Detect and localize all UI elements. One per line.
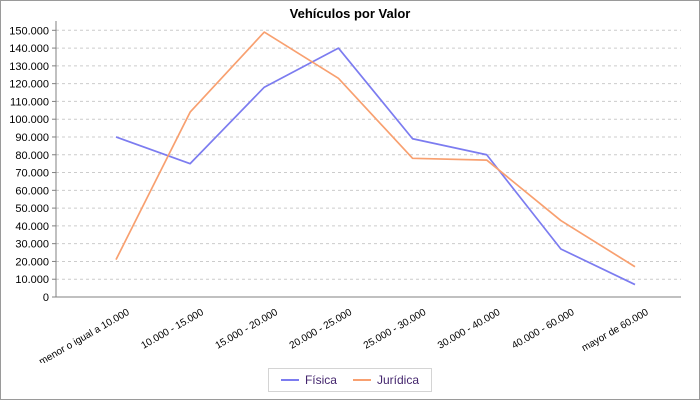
x-category-label: 40.000 - 60.000 [510,307,577,352]
y-tick-label: 70.000 [15,168,49,180]
x-category-label: menor o igual a 10.000 [37,307,131,363]
y-tick-label: 30.000 [15,239,49,251]
y-tick-label: 40.000 [15,221,49,233]
y-tick-label: 0 [43,292,49,304]
x-category-label: mayor de 60.000 [580,307,651,354]
legend-label-juridica: Jurídica [376,373,420,387]
legend-box: Física Jurídica [267,368,433,392]
legend-item-juridica: Jurídica [352,373,420,387]
x-category-label: 10.000 - 15.000 [139,307,206,352]
y-tick-label: 100.000 [9,114,49,126]
juridica-line-swatch [352,379,371,381]
fisica-line-swatch [280,379,299,381]
x-category-label: 25.000 - 30.000 [362,307,429,352]
legend: Física Jurídica [1,368,699,392]
y-tick-label: 120.000 [9,79,49,91]
y-tick-label: 130.000 [9,61,49,73]
plot-area: 0 10.000 20.000 30.000 40.000 50.000 60.000 70.… [9,21,681,363]
y-tick-label: 110.000 [10,96,49,108]
y-tick-label: 20.000 [15,256,49,268]
chart-title: Vehículos por Valor [289,6,411,21]
y-tick-label: 50.000 [15,203,49,215]
x-category-label: 20.000 - 25.000 [288,307,355,352]
legend-label-fisica: Física [304,373,337,387]
y-tick-label: 80.000 [15,150,49,162]
x-category-label: 15.000 - 20.000 [214,307,281,352]
series-line-juridica [115,31,636,268]
y-tick-label: 60.000 [15,185,49,197]
legend-item-fisica: Física [280,373,337,387]
series-line-fisica [115,47,636,286]
x-category-label: 30.000 - 40.000 [436,307,503,352]
y-tick-label: 150.000 [9,25,49,37]
y-tick-label: 140.000 [9,43,49,55]
y-tick-label: 90.000 [15,132,49,144]
y-tick-label: 10.000 [15,274,49,286]
